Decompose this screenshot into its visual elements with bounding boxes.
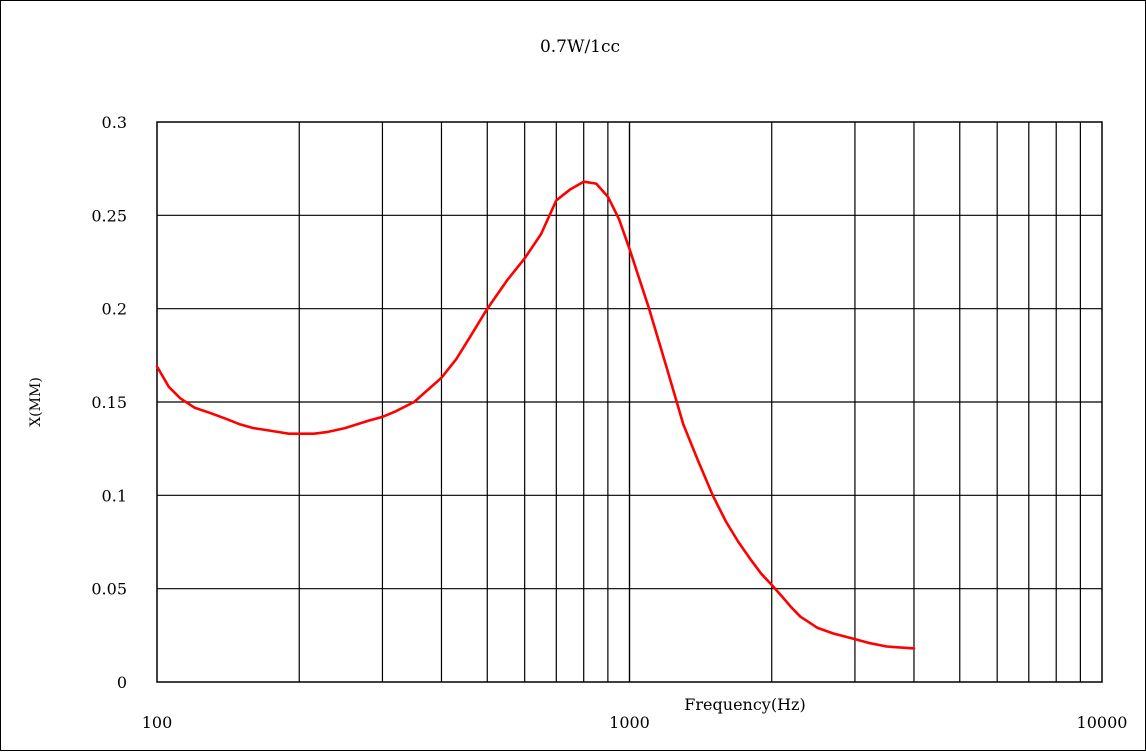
grid-lines <box>157 122 1102 682</box>
x-axis-label: Frequency(Hz) <box>684 695 805 714</box>
chart-title: 0.7W/1cc <box>540 37 620 57</box>
plot-area-border <box>156 121 1103 683</box>
y-tick-label: 0 <box>117 673 127 692</box>
x-axis-tick-labels: 100 1000 10000 <box>142 713 1128 732</box>
y-tick-label: 0.1 <box>102 486 127 505</box>
y-tick-label: 0.3 <box>102 113 127 132</box>
series-layer <box>155 180 916 650</box>
x-tick-label: 1000 <box>609 713 650 732</box>
y-tick-label: 0.15 <box>91 393 127 412</box>
y-axis-tick-labels: 0 0.05 0.1 0.15 0.2 0.25 0.3 <box>91 113 127 692</box>
y-tick-label: 0.25 <box>91 206 127 225</box>
y-tick-label: 0.2 <box>102 300 127 319</box>
y-tick-label: 0.05 <box>91 580 127 599</box>
x-tick-label: 10000 <box>1077 713 1128 732</box>
x-tick-label: 100 <box>142 713 173 732</box>
y-axis-label: X(MM) <box>28 377 44 427</box>
series-line <box>155 180 916 650</box>
